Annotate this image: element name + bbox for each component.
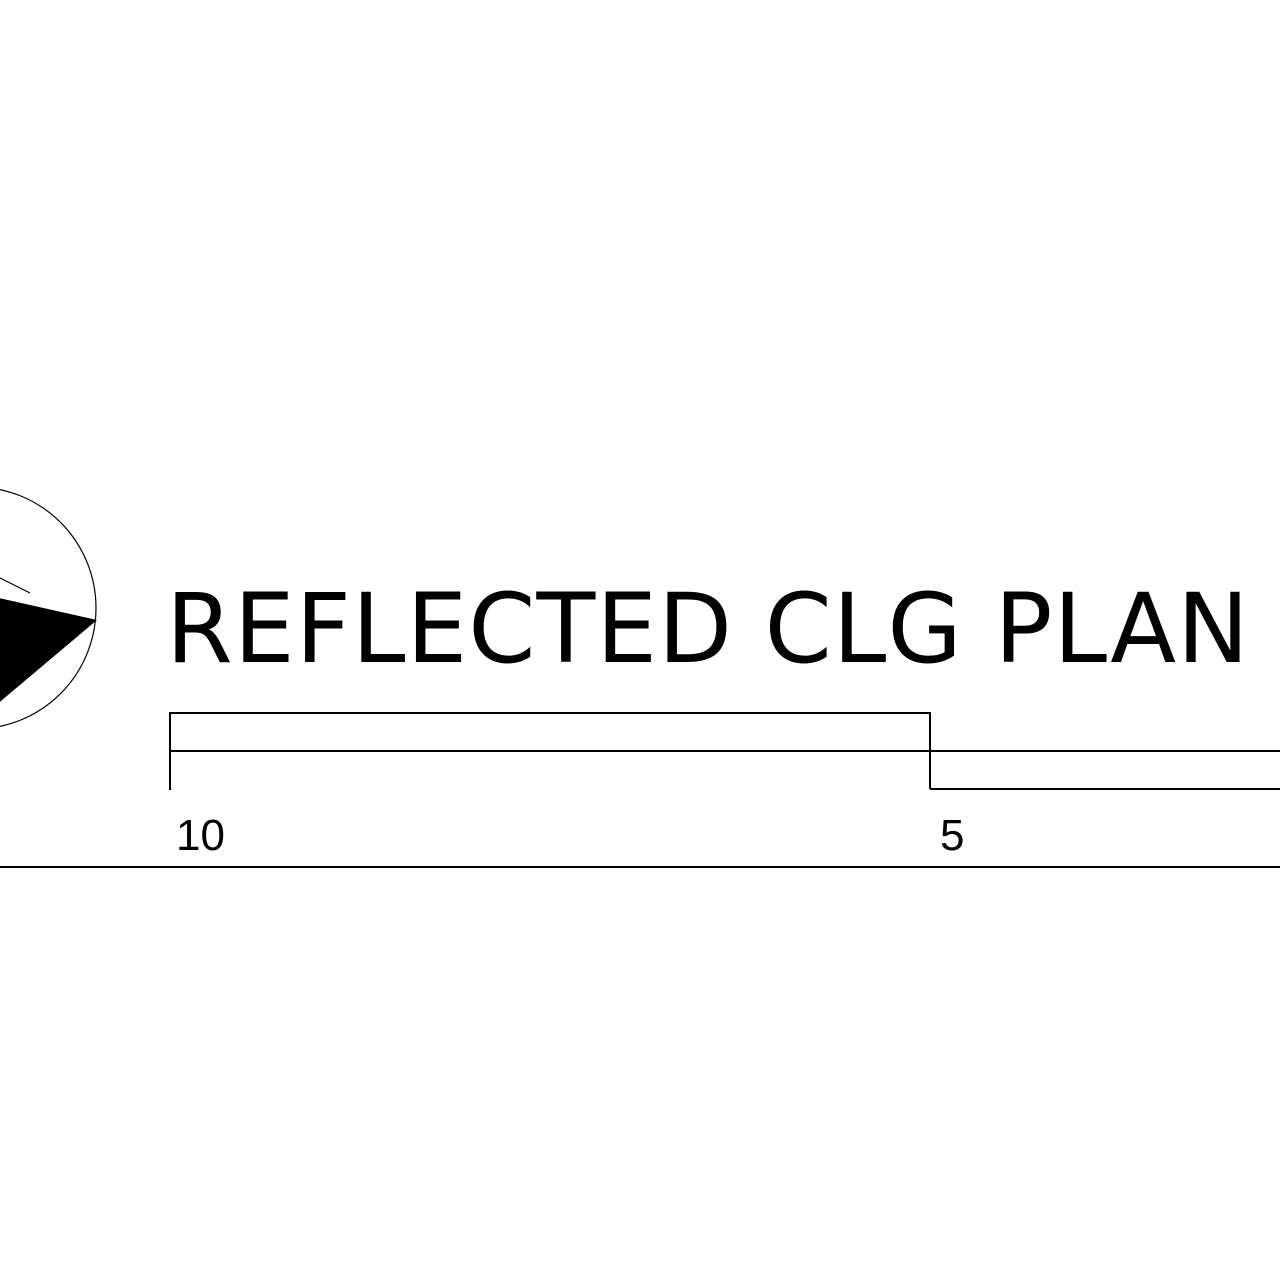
north-arrow-pointer (0, 598, 97, 702)
scale-label-10: 10 (176, 811, 225, 860)
north-arrow-edge (0, 577, 31, 594)
drawing-title: REFLECTED CLG PLAN (166, 573, 1250, 685)
scale-label-5: 5 (940, 811, 964, 860)
scale-bar: 10 5 (169, 712, 1280, 860)
north-arrow-circle (0, 489, 97, 727)
scale-segment-1 (169, 712, 931, 752)
north-arrow-icon (0, 489, 97, 727)
